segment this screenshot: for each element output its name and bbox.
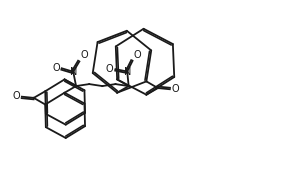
Text: O: O [106, 64, 113, 74]
Text: O: O [133, 50, 141, 60]
Text: N: N [70, 67, 77, 77]
Text: N: N [124, 67, 131, 76]
Text: O: O [12, 91, 20, 101]
Text: O: O [172, 84, 180, 94]
Text: O: O [52, 63, 60, 73]
Text: O: O [80, 50, 88, 60]
